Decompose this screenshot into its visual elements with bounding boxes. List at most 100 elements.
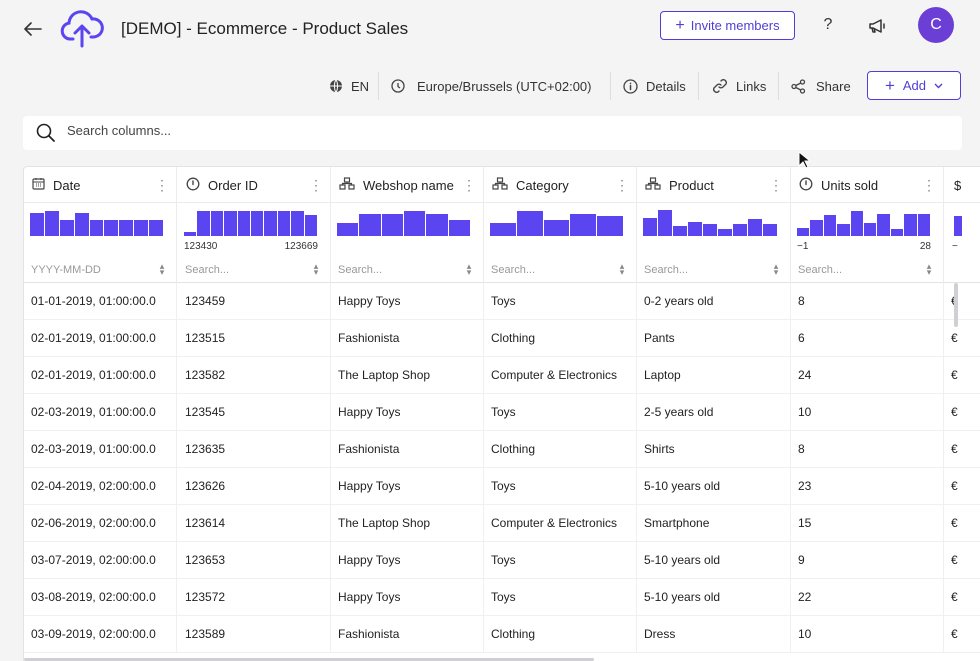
table-cell-category[interactable]: Clothing bbox=[484, 320, 637, 357]
table-row[interactable]: 03-09-2019, 02:00:00.0 123589 Fashionista C… bbox=[24, 616, 980, 653]
table-cell-category[interactable]: Clothing bbox=[484, 616, 637, 653]
back-arrow-icon[interactable] bbox=[22, 18, 44, 40]
sort-icon[interactable]: ▴ ▾ bbox=[926, 261, 932, 277]
table-cell-product[interactable]: 0-2 years old bbox=[637, 283, 791, 320]
column-filter-input[interactable]: Search... bbox=[798, 264, 843, 276]
table-cell-price[interactable]: € bbox=[951, 516, 958, 530]
table-cell-product[interactable]: 5-10 years old bbox=[637, 579, 791, 616]
table-cell-units[interactable]: 6 bbox=[791, 320, 944, 357]
column-filter-input[interactable]: Search... bbox=[491, 264, 536, 276]
table-cell-webshop[interactable]: The Laptop Shop bbox=[331, 505, 484, 542]
column-filter-input[interactable]: Search... bbox=[185, 264, 230, 276]
horizontal-scrollbar[interactable] bbox=[24, 658, 594, 661]
table-cell-order-id[interactable]: 123589 bbox=[178, 616, 331, 653]
table-cell-order-id[interactable]: 123572 bbox=[178, 579, 331, 616]
help-icon[interactable]: ? bbox=[823, 16, 833, 33]
table-cell-order-id[interactable]: 123582 bbox=[178, 357, 331, 394]
table-cell-date[interactable]: 02-01-2019, 01:00:00.0 bbox=[24, 320, 177, 357]
table-row[interactable]: 02-03-2019, 01:00:00.0 123545 Happy Toys To… bbox=[24, 394, 980, 431]
table-cell-webshop[interactable]: Fashionista bbox=[331, 320, 484, 357]
vertical-scrollbar[interactable] bbox=[954, 283, 958, 327]
column-title[interactable]: Webshop name bbox=[339, 177, 462, 193]
table-row[interactable]: 02-04-2019, 02:00:00.0 123626 Happy Toys To… bbox=[24, 468, 980, 505]
table-cell-date[interactable]: 03-07-2019, 02:00:00.0 bbox=[24, 542, 177, 579]
table-row[interactable]: 03-07-2019, 02:00:00.0 123653 Happy Toys To… bbox=[24, 542, 980, 579]
sort-icon[interactable]: ▴ ▾ bbox=[159, 261, 165, 277]
table-cell-units[interactable]: 9 bbox=[791, 542, 944, 579]
share-button[interactable]: Share bbox=[791, 70, 851, 102]
table-cell-order-id[interactable]: 123653 bbox=[178, 542, 331, 579]
column-menu-icon[interactable]: ⋮ bbox=[769, 176, 783, 193]
table-row[interactable]: 03-08-2019, 02:00:00.0 123572 Happy Toys To… bbox=[24, 579, 980, 616]
sort-icon[interactable]: ▴ ▾ bbox=[466, 261, 472, 277]
table-cell-units[interactable]: 15 bbox=[791, 505, 944, 542]
table-cell-price[interactable]: € bbox=[951, 331, 958, 345]
table-cell-price[interactable]: € bbox=[951, 590, 958, 604]
table-cell-order-id[interactable]: 123515 bbox=[178, 320, 331, 357]
table-row[interactable]: 02-01-2019, 01:00:00.0 123582 The Laptop S… bbox=[24, 357, 980, 394]
table-cell-product[interactable]: Smartphone bbox=[637, 505, 791, 542]
table-cell-date[interactable]: 02-04-2019, 02:00:00.0 bbox=[24, 468, 177, 505]
table-cell-webshop[interactable]: The Laptop Shop bbox=[331, 357, 484, 394]
column-filter-input[interactable]: Search... bbox=[338, 264, 383, 276]
table-cell-date[interactable]: 02-03-2019, 01:00:00.0 bbox=[24, 431, 177, 468]
table-cell-units[interactable]: 22 bbox=[791, 579, 944, 616]
table-cell-price[interactable]: € bbox=[951, 479, 958, 493]
column-title[interactable]: Units sold bbox=[799, 177, 922, 193]
table-cell-date[interactable]: 02-03-2019, 01:00:00.0 bbox=[24, 394, 177, 431]
table-cell-order-id[interactable]: 123459 bbox=[178, 283, 331, 320]
table-row[interactable]: 02-03-2019, 01:00:00.0 123635 Fashionista C… bbox=[24, 431, 980, 468]
table-cell-product[interactable]: Shirts bbox=[637, 431, 791, 468]
table-cell-price[interactable]: € bbox=[951, 405, 958, 419]
table-cell-category[interactable]: Toys bbox=[484, 283, 637, 320]
table-cell-category[interactable]: Toys bbox=[484, 394, 637, 431]
table-row[interactable]: 02-01-2019, 01:00:00.0 123515 Fashionista C… bbox=[24, 320, 980, 357]
table-cell-units[interactable]: 24 bbox=[791, 357, 944, 394]
table-cell-units[interactable]: 10 bbox=[791, 394, 944, 431]
table-cell-webshop[interactable]: Fashionista bbox=[331, 431, 484, 468]
column-menu-icon[interactable]: ⋮ bbox=[309, 176, 323, 193]
column-menu-icon[interactable]: ⋮ bbox=[462, 176, 476, 193]
sort-icon[interactable]: ▴ ▾ bbox=[773, 261, 779, 277]
table-cell-webshop[interactable]: Happy Toys bbox=[331, 468, 484, 505]
table-cell-webshop[interactable]: Happy Toys bbox=[331, 579, 484, 616]
table-cell-price[interactable]: € bbox=[944, 283, 980, 320]
table-cell-category[interactable]: Toys bbox=[484, 468, 637, 505]
add-button[interactable]: + Add bbox=[867, 71, 961, 100]
table-cell-product[interactable]: Dress bbox=[637, 616, 791, 653]
timezone-selector[interactable]: Europe/Brussels (UTC+02:00) bbox=[391, 70, 592, 102]
search-columns-input[interactable] bbox=[67, 123, 567, 138]
table-cell-category[interactable]: Computer & Electronics bbox=[484, 505, 637, 542]
megaphone-icon[interactable] bbox=[866, 15, 888, 37]
table-cell-date[interactable]: 02-06-2019, 02:00:00.0 bbox=[24, 505, 177, 542]
table-cell-units[interactable]: 8 bbox=[791, 283, 944, 320]
table-cell-order-id[interactable]: 123635 bbox=[178, 431, 331, 468]
table-cell-price[interactable]: € bbox=[951, 442, 958, 456]
table-cell-date[interactable]: 03-08-2019, 02:00:00.0 bbox=[24, 579, 177, 616]
table-cell-product[interactable]: Laptop bbox=[637, 357, 791, 394]
table-cell-units[interactable]: 10 bbox=[791, 616, 944, 653]
sort-icon[interactable]: ▴ ▾ bbox=[313, 261, 319, 277]
table-cell-webshop[interactable]: Fashionista bbox=[331, 616, 484, 653]
user-avatar[interactable]: C bbox=[918, 7, 954, 43]
table-row[interactable]: 01-01-2019, 01:00:00.0 123459 Happy Toys To… bbox=[24, 283, 980, 320]
language-selector[interactable]: EN bbox=[329, 70, 369, 102]
sort-icon[interactable]: ▴ ▾ bbox=[619, 261, 625, 277]
table-cell-price[interactable]: € bbox=[951, 627, 958, 641]
table-cell-units[interactable]: 8 bbox=[791, 431, 944, 468]
table-cell-webshop[interactable]: Happy Toys bbox=[331, 394, 484, 431]
column-title[interactable]: Product bbox=[645, 177, 769, 193]
table-cell-product[interactable]: 5-10 years old bbox=[637, 542, 791, 579]
details-button[interactable]: Details bbox=[623, 70, 686, 102]
table-cell-product[interactable]: 5-10 years old bbox=[637, 468, 791, 505]
table-cell-category[interactable]: Clothing bbox=[484, 431, 637, 468]
column-title[interactable]: Order ID bbox=[186, 177, 309, 193]
table-cell-product[interactable]: 2-5 years old bbox=[637, 394, 791, 431]
column-menu-icon[interactable]: ⋮ bbox=[155, 176, 169, 193]
table-cell-product[interactable]: Pants bbox=[637, 320, 791, 357]
column-title[interactable]: Category bbox=[492, 177, 615, 193]
column-filter-input[interactable]: YYYY-MM-DD bbox=[31, 264, 101, 276]
table-cell-category[interactable]: Toys bbox=[484, 542, 637, 579]
table-cell-category[interactable]: Computer & Electronics bbox=[484, 357, 637, 394]
column-title[interactable]: Date bbox=[32, 177, 155, 193]
